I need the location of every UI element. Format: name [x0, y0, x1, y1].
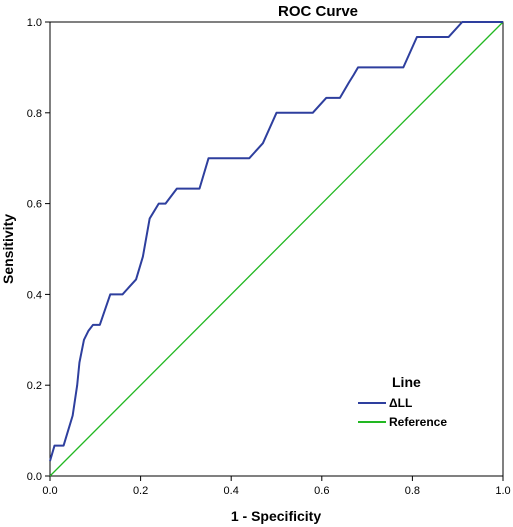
x-tick-label: 0.4 — [224, 485, 239, 497]
y-axis-label: Sensitivity — [0, 214, 16, 284]
chart-title: ROC Curve — [278, 3, 358, 20]
x-tick-label: 0.8 — [405, 485, 420, 497]
y-tick-label: 0.0 — [27, 471, 42, 483]
series-layer — [49, 21, 504, 477]
x-tick-label: 0.2 — [133, 485, 148, 497]
x-axis-label: 1 - Specificity — [231, 508, 321, 524]
y-tick-label: 0.6 — [27, 199, 42, 211]
legend-label-reference: Reference — [389, 415, 447, 429]
legend-label-dll: ΔLL — [389, 396, 412, 410]
y-tick-label: 0.8 — [27, 108, 42, 120]
legend: Line ΔLL Reference — [358, 374, 447, 429]
x-tick-label: 0.0 — [42, 485, 57, 497]
y-tick-label: 1.0 — [27, 17, 42, 29]
series-line-reference — [49, 21, 504, 477]
series-line-dll — [49, 21, 503, 462]
y-tick-label: 0.4 — [27, 289, 42, 301]
y-tick-label: 0.2 — [27, 380, 42, 392]
x-axis: 0.0 0.2 0.4 0.6 0.8 1.0 — [42, 476, 511, 497]
y-axis: 0.0 0.2 0.4 0.6 0.8 1.0 — [27, 17, 50, 483]
legend-title: Line — [392, 374, 421, 390]
x-tick-label: 0.6 — [314, 485, 329, 497]
x-tick-label: 1.0 — [495, 485, 510, 497]
